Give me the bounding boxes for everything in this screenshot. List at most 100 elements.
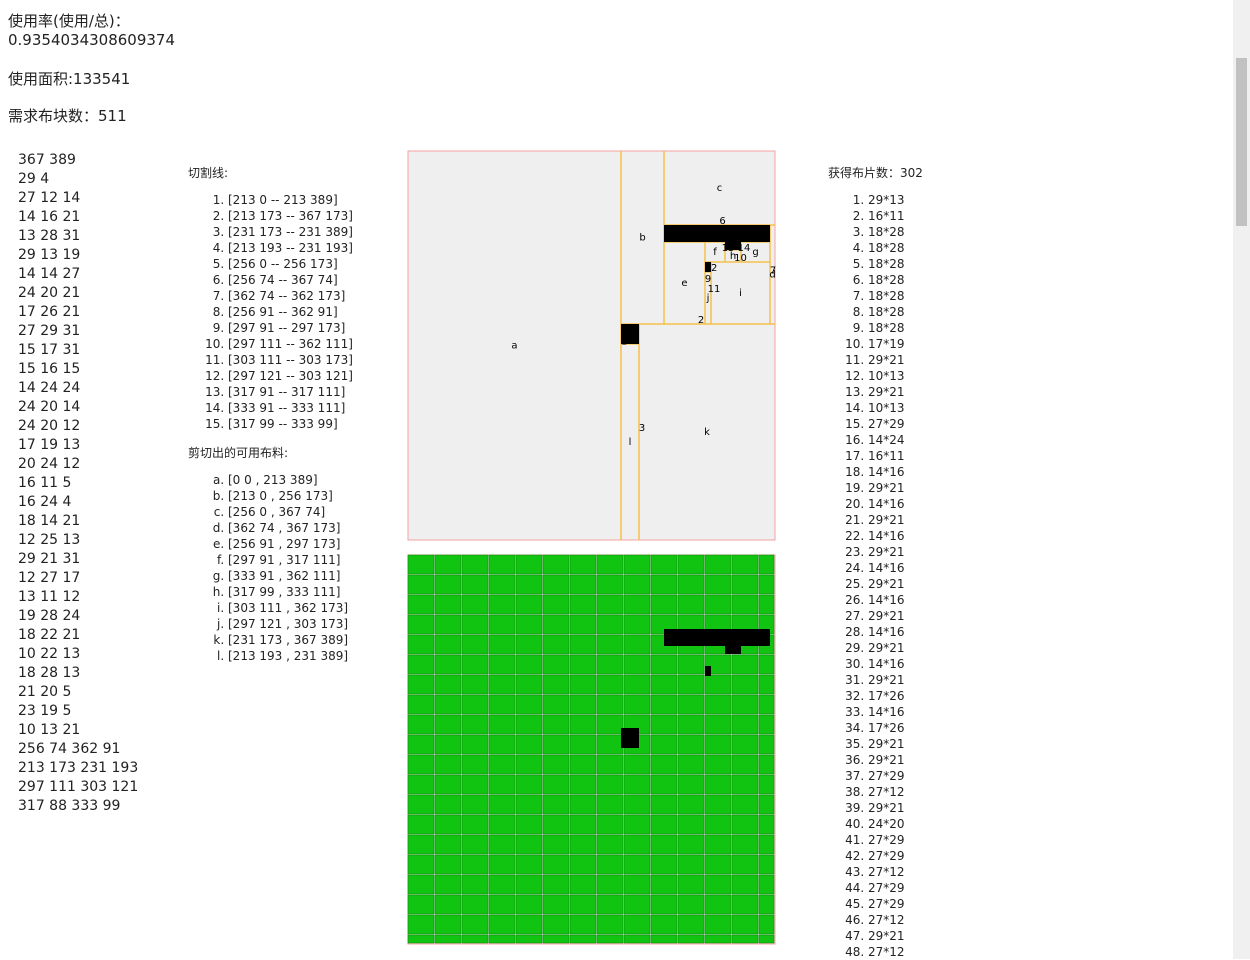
cloth-piece [407,774,435,795]
cloth-piece [758,794,775,815]
cloth-piece [515,914,543,935]
cut-number: 4 [630,335,636,346]
cut-line: [297 121 -- 303 121] [228,368,353,384]
cut-number: 2 [698,315,704,326]
demand: 需求布块数：511 [8,107,127,125]
input-line: 29 13 19 [18,247,81,263]
cloth-piece [569,734,597,755]
cloth-piece [731,614,759,635]
cut-title: 切割线: [188,166,229,180]
cloth-piece [596,574,624,595]
cut-number: 1 [621,337,627,348]
cloth-piece [731,914,759,935]
piece: [213 193 , 231 389] [228,648,348,664]
cut-line: [333 91 -- 333 111] [228,400,353,416]
cloth-piece [488,794,516,815]
piece-list: [0 0 , 213 389][213 0 , 256 173][256 0 ,… [188,472,348,664]
scrollbar[interactable] [1233,0,1250,959]
cloth-piece [461,574,489,595]
cloth-piece [596,774,624,795]
cloth-piece [704,834,732,855]
piece-letter: g [752,247,758,258]
cloth-piece [596,834,624,855]
cloth-piece [407,874,435,895]
result: 27*29 [868,848,905,864]
cut-list: [213 0 -- 213 389][213 173 -- 367 173][2… [188,192,353,432]
cloth-piece [515,694,543,715]
cloth-piece [515,734,543,755]
cloth-piece [488,754,516,775]
result: 10*13 [868,400,905,416]
cloth-piece [434,694,462,715]
cloth-piece [407,894,435,915]
input-line: 14 14 27 [18,266,81,282]
cloth-piece [515,574,543,595]
scroll-thumb[interactable] [1236,58,1247,226]
cloth-piece [596,914,624,935]
cloth-piece [461,854,489,875]
result: 27*12 [868,784,905,800]
cut-line: [317 91 -- 317 111] [228,384,353,400]
pieces-title: 剪切出的可用布料: [188,446,289,460]
result: 29*21 [868,512,905,528]
cloth-piece [704,894,732,915]
cut-number: 5 [664,229,670,240]
result: 29*21 [868,752,905,768]
cloth-piece [434,934,462,944]
cloth-piece [515,754,543,775]
cloth-piece [434,554,462,575]
cloth-piece [677,794,705,815]
cloth-piece [704,754,732,775]
result: 14*16 [868,496,905,512]
cloth-piece [623,814,651,835]
cloth-piece [542,614,570,635]
piece-letter: l [629,437,632,448]
cloth-piece [461,674,489,695]
result: 16*11 [868,448,905,464]
piece: [213 0 , 256 173] [228,488,348,504]
input-line: 13 28 31 [18,228,81,244]
cloth-piece [488,814,516,835]
input-line: 21 20 5 [18,684,72,700]
cloth-piece [569,914,597,935]
cut-line: [303 111 -- 303 173] [228,352,353,368]
cut-number: 13 [722,243,735,254]
result: 27*29 [868,832,905,848]
input-line: 10 22 13 [18,646,81,662]
piece-letter: c [717,183,723,194]
input-line: 256 74 362 91 [18,741,121,757]
cloth-piece [731,834,759,855]
input-line: 12 25 13 [18,532,81,548]
input-line: 24 20 21 [18,285,81,301]
cloth-piece [461,734,489,755]
cloth-piece [704,674,732,695]
cloth-piece [569,594,597,615]
cloth-piece [488,714,516,735]
piece: [317 99 , 333 111] [228,584,348,600]
piece: [362 74 , 367 173] [228,520,348,536]
cloth-piece [677,914,705,935]
cloth-piece [515,714,543,735]
cloth-piece [461,614,489,635]
cloth-piece [407,714,435,735]
result: 24*20 [868,816,905,832]
result: 10*13 [868,368,905,384]
cloth-piece [515,894,543,915]
piece-letter: f [713,247,717,258]
cloth-piece [596,634,624,655]
input-line: 24 20 12 [18,418,81,434]
cloth-piece [731,934,759,944]
defect [705,262,711,272]
cloth-piece [731,714,759,735]
cloth-piece [596,854,624,875]
cloth-piece [758,914,775,935]
cloth-piece [488,774,516,795]
cloth-piece [623,674,651,695]
cloth-piece [488,834,516,855]
cloth-piece [677,894,705,915]
cloth-piece [434,914,462,935]
cloth-piece [542,694,570,715]
result: 17*26 [868,720,905,736]
cut-line: [213 173 -- 367 173] [228,208,353,224]
cut-number: 12 [705,263,718,274]
